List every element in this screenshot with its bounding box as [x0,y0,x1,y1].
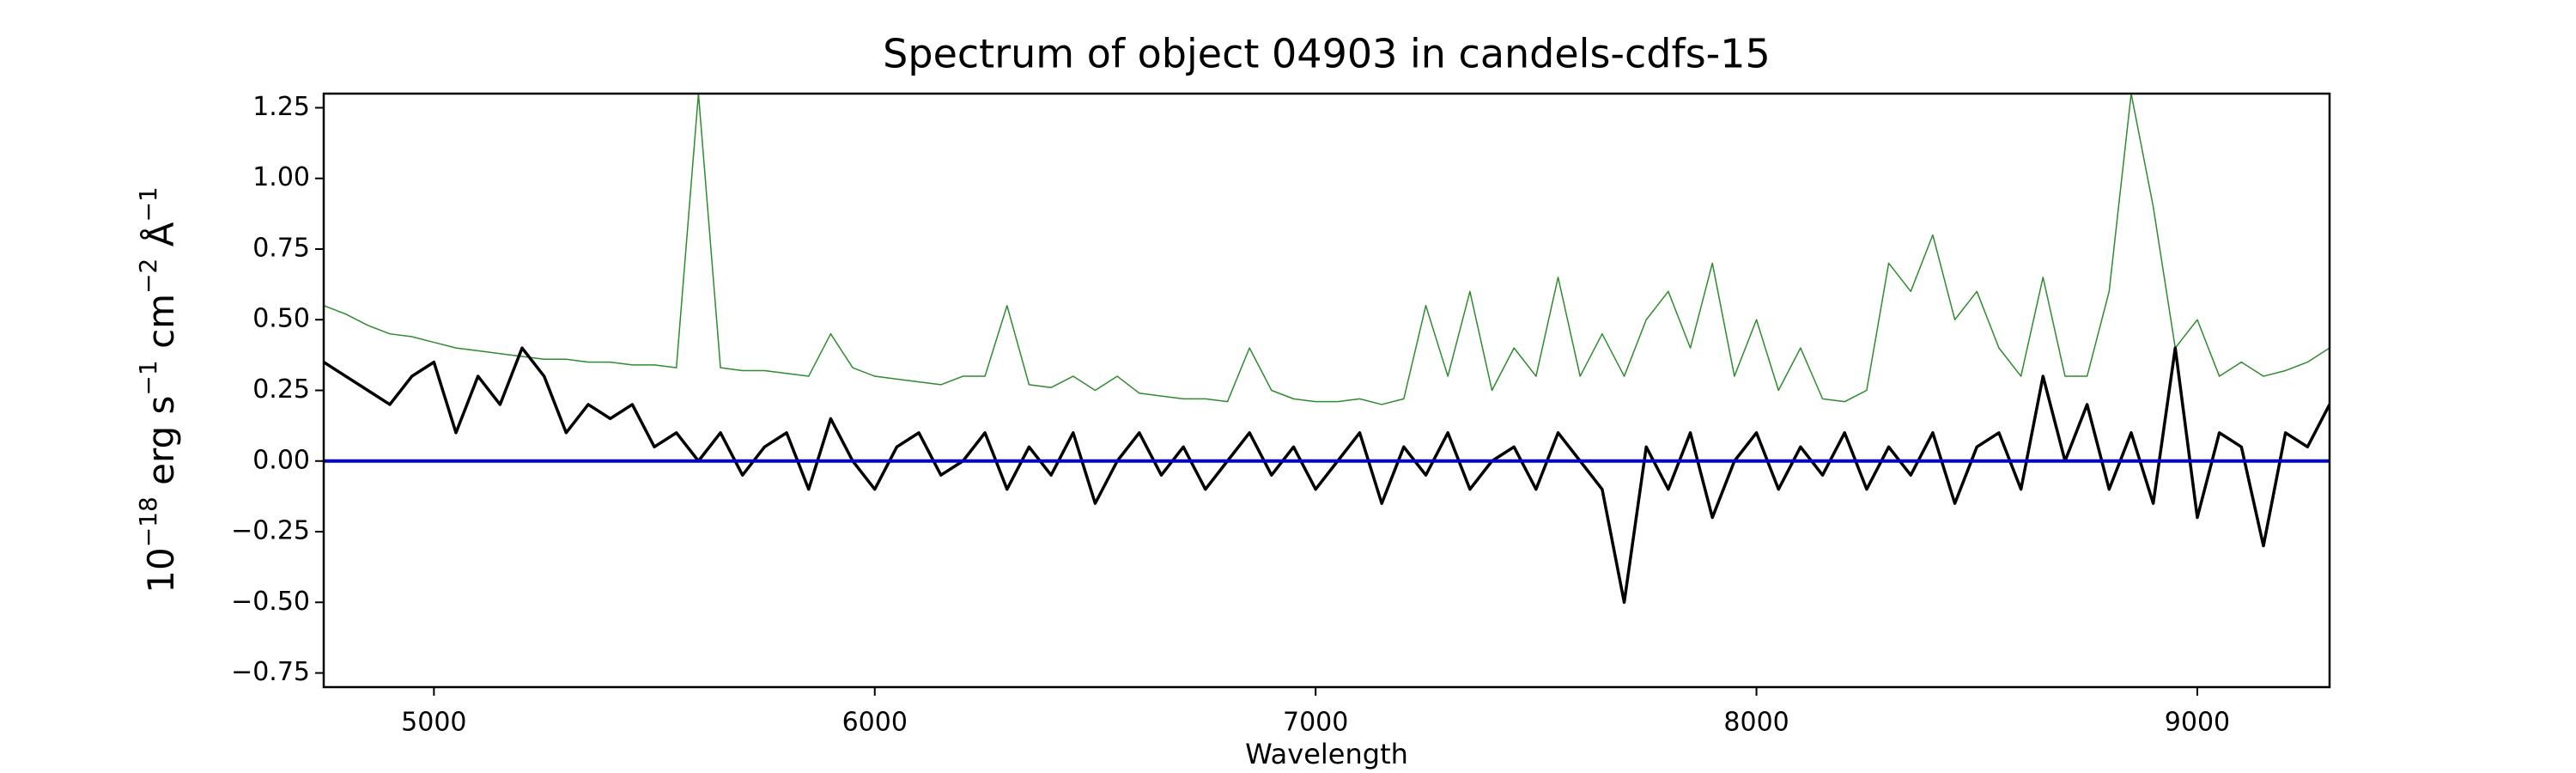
y-tick-label: −0.25 [231,516,310,546]
y-tick-label: 1.00 [252,162,310,192]
y-label-part: 10 [140,547,182,593]
y-label-sup: −1 [134,360,162,395]
x-tick-label: 9000 [2165,708,2230,738]
chart-title: Spectrum of object 04903 in candels-cdfs… [883,31,1771,77]
y-label-part: cm [140,294,182,360]
x-tick-label: 8000 [1723,708,1789,738]
y-tick-label: −0.75 [231,657,310,687]
y-tick-label: 0.75 [252,233,310,263]
y-tick-label: 1.25 [252,92,310,122]
x-tick-label: 6000 [842,708,908,738]
x-axis-label: Wavelength [1245,738,1408,770]
spectrum-line [324,94,2330,405]
y-label-sup: −1 [134,186,162,222]
y-tick-label: 0.25 [252,374,310,405]
y-tick-label: −0.50 [231,587,310,617]
y-label-sup: −2 [134,259,162,294]
plot-area [324,94,2330,605]
y-label-part: Å [139,222,182,258]
y-tick-label: 0.50 [252,304,310,334]
y-label-sup: −18 [134,496,162,547]
y-tick-label: 0.00 [252,445,310,475]
x-tick-label: 5000 [401,708,466,738]
spectrum-line [324,346,2330,605]
y-axis-label: 10−18 erg s−1 cm−2 Å−1 [134,186,182,593]
x-tick-label: 7000 [1283,708,1348,738]
y-label-part: erg s [140,396,182,497]
